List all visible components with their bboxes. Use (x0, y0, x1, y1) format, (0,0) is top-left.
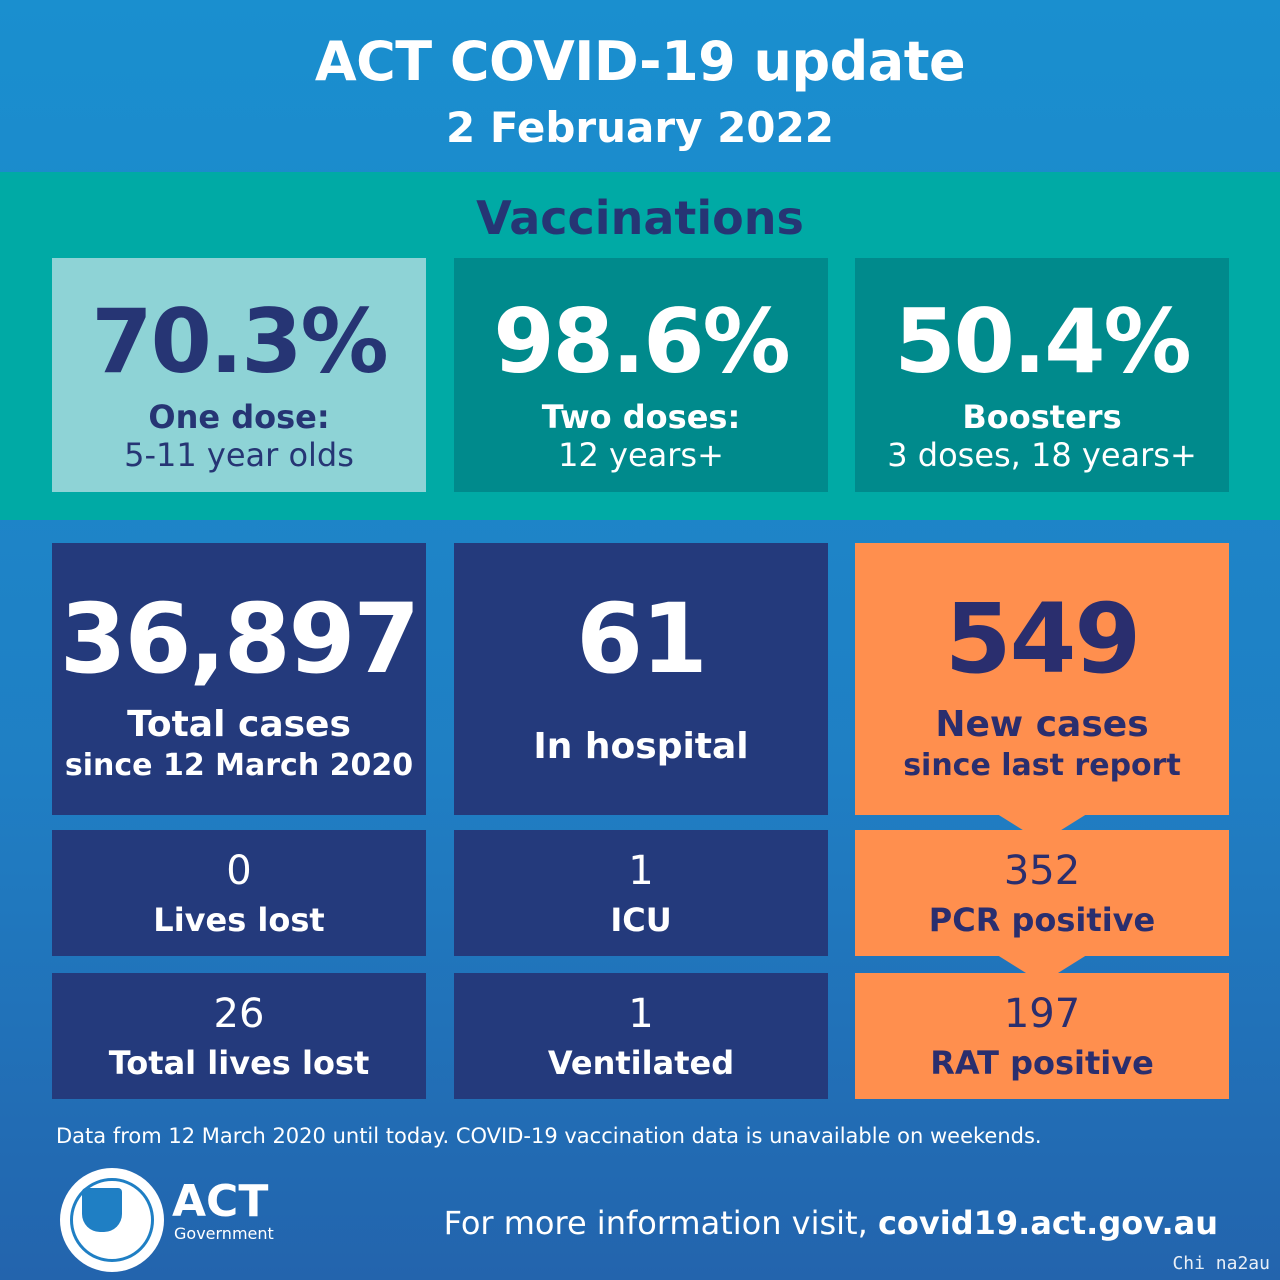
ventilated-label: Ventilated (547, 1044, 735, 1082)
two-doses-value: 98.6% (493, 290, 790, 393)
rat-card: 197 RAT positive (855, 973, 1229, 1099)
total-cases-value: 36,897 (59, 583, 420, 695)
new-cases-label: New cases (935, 704, 1149, 745)
new-cases-card: 549 New cases since last report (855, 543, 1229, 815)
vaccination-card-boosters: 50.4% Boosters 3 doses, 18 years+ (855, 258, 1229, 492)
brand-sub: Government (174, 1224, 274, 1243)
watermark: Chi na2au (1172, 1253, 1270, 1274)
total-cases-label: Total cases (127, 704, 351, 745)
more-info-link[interactable]: covid19.act.gov.au (877, 1204, 1218, 1242)
total-lives-lost-value: 26 (213, 991, 265, 1037)
ventilated-card: 1 Ventilated (454, 973, 828, 1099)
brand-name: ACT (172, 1176, 269, 1227)
pcr-card: 352 PCR positive (855, 830, 1229, 956)
two-doses-label: Two doses: (541, 398, 741, 436)
pcr-value: 352 (1003, 848, 1081, 894)
total-cases-sub: since 12 March 2020 (64, 748, 414, 783)
total-cases-card: 36,897 Total cases since 12 March 2020 (52, 543, 426, 815)
lives-lost-label: Lives lost (153, 901, 325, 939)
new-cases-value: 549 (944, 583, 1141, 695)
rat-value: 197 (1003, 991, 1081, 1037)
in-hospital-value: 61 (576, 583, 708, 695)
icu-value: 1 (628, 848, 654, 894)
one-dose-value: 70.3% (91, 290, 388, 393)
pcr-label: PCR positive (928, 901, 1156, 939)
total-lives-lost-label: Total lives lost (108, 1044, 370, 1082)
more-info: For more information visit, covid19.act.… (444, 1204, 1218, 1242)
in-hospital-card: 61 In hospital (454, 543, 828, 815)
page-title: ACT COVID-19 update (314, 30, 966, 93)
rat-label: RAT positive (930, 1044, 1154, 1082)
total-lives-lost-card: 26 Total lives lost (52, 973, 426, 1099)
icu-card: 1 ICU (454, 830, 828, 956)
icu-label: ICU (610, 901, 672, 939)
vaccination-card-one-dose: 70.3% One dose: 5-11 year olds (52, 258, 426, 492)
one-dose-label: One dose: (148, 398, 330, 436)
page-date: 2 February 2022 (446, 103, 834, 152)
boosters-value: 50.4% (894, 290, 1191, 393)
lives-lost-value: 0 (226, 848, 252, 894)
ventilated-value: 1 (628, 991, 654, 1037)
boosters-sub: 3 doses, 18 years+ (887, 436, 1197, 474)
more-info-prefix: For more information visit, (443, 1204, 878, 1242)
footnote: Data from 12 March 2020 until today. COV… (56, 1124, 1042, 1148)
in-hospital-label: In hospital (533, 726, 749, 767)
new-cases-sub: since last report (903, 748, 1181, 783)
vaccination-card-two-doses: 98.6% Two doses: 12 years+ (454, 258, 828, 492)
logo-ring (70, 1178, 154, 1262)
lives-lost-card: 0 Lives lost (52, 830, 426, 956)
two-doses-sub: 12 years+ (558, 436, 724, 474)
one-dose-sub: 5-11 year olds (124, 436, 354, 474)
header: ACT COVID-19 update 2 February 2022 (0, 0, 1280, 172)
vaccinations-heading: Vaccinations (476, 191, 804, 245)
crest-icon (82, 1188, 122, 1232)
act-government-logo (60, 1168, 164, 1272)
boosters-label: Boosters (962, 398, 1122, 436)
